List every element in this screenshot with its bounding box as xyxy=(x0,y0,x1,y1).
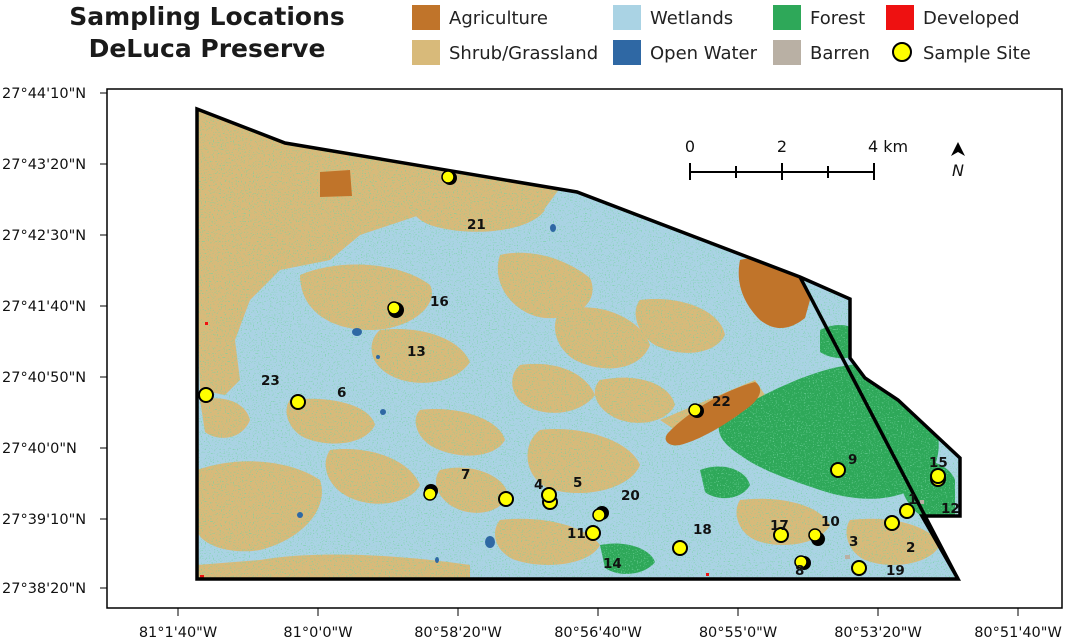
longitude-axis: 81°1'40"W 81°0'0"W 80°58'20"W 80°56'40"W… xyxy=(139,608,1062,641)
sample-site-marker xyxy=(441,170,457,185)
sample-site-marker xyxy=(592,506,609,522)
site-label: 18 xyxy=(693,522,712,538)
legend-label-sample-site: Sample Site xyxy=(923,43,1031,64)
legend-label-wetlands: Wetlands xyxy=(650,8,733,29)
sample-site-marker xyxy=(541,487,558,510)
lat-tick-label: 27°42'30"N xyxy=(2,228,86,244)
sample-site-marker xyxy=(773,527,789,543)
legend-label-agriculture: Agriculture xyxy=(449,8,548,29)
site-label: 22 xyxy=(712,394,731,410)
lat-tick-label: 27°40'50"N xyxy=(2,370,86,386)
sample-site-marker xyxy=(198,387,214,403)
site-label: 8 xyxy=(795,563,804,579)
site-label: 5 xyxy=(573,475,582,491)
legend-label-openwater: Open Water xyxy=(650,43,758,64)
legend: Agriculture Wetlands Forest Developed Sh… xyxy=(412,5,1031,65)
lat-tick-label: 27°38'20"N xyxy=(2,581,86,597)
latitude-axis: 27°44'10"N 27°43'20"N 27°42'30"N 27°41'4… xyxy=(2,86,107,597)
sample-site-marker xyxy=(498,491,514,507)
site-label: 7 xyxy=(461,467,470,483)
sample-site-marker xyxy=(794,555,811,570)
map-title-line2: DeLuca Preserve xyxy=(89,34,326,63)
lon-tick-label: 80°53'20"W xyxy=(834,625,922,641)
lon-tick-label: 81°0'0"W xyxy=(283,625,352,641)
legend-label-barren: Barren xyxy=(810,43,870,64)
site-label: 20 xyxy=(621,488,640,504)
lon-tick-label: 80°58'20"W xyxy=(414,625,502,641)
site-label: 11 xyxy=(567,526,586,542)
site-label: 2 xyxy=(906,540,915,556)
site-label: 12 xyxy=(941,501,960,517)
lon-tick-label: 80°56'40"W xyxy=(554,625,642,641)
open-water-areas xyxy=(297,224,556,563)
sample-site-marker xyxy=(884,515,900,531)
lat-tick-label: 27°44'10"N xyxy=(2,86,86,102)
site-label: 17 xyxy=(770,518,789,534)
scale-label-4km: 4 km xyxy=(868,137,908,156)
sample-site-marker xyxy=(930,468,946,487)
preserve-inner-boundary xyxy=(798,276,960,580)
legend-label-forest: Forest xyxy=(810,8,865,29)
sample-site-marker xyxy=(830,462,846,478)
site-label: 14 xyxy=(603,556,622,572)
legend-label-shrub: Shrub/Grassland xyxy=(449,43,598,64)
sample-site-marker xyxy=(688,403,704,418)
legend-swatch-wetlands xyxy=(613,5,641,30)
site-label: 23 xyxy=(261,373,280,389)
lon-tick-label: 80°51'40"W xyxy=(974,625,1062,641)
sample-site-marker xyxy=(899,503,915,519)
sample-site-marker xyxy=(387,301,404,318)
site-label: 1 xyxy=(908,492,917,508)
barren-areas xyxy=(845,500,924,559)
sample-site-labels: 1 2 3 4 5 6 7 8 9 10 11 12 13 14 15 16 1… xyxy=(261,217,960,579)
sample-site-marker xyxy=(808,528,825,546)
lon-tick-label: 81°1'40"W xyxy=(139,625,217,641)
lat-tick-label: 27°40'0"N xyxy=(2,441,77,457)
site-label: 16 xyxy=(430,294,449,310)
legend-swatch-forest xyxy=(773,5,801,30)
legend-swatch-agriculture xyxy=(412,5,440,30)
lat-tick-label: 27°41'40"N xyxy=(2,299,86,315)
site-label: 4 xyxy=(534,477,543,493)
site-label: 3 xyxy=(849,534,858,550)
legend-swatch-shrub xyxy=(412,40,440,65)
scale-bar: 0 2 4 km xyxy=(685,137,908,180)
legend-swatch-openwater xyxy=(613,40,641,65)
legend-label-developed: Developed xyxy=(923,8,1020,29)
legend-swatch-developed xyxy=(886,5,914,30)
scale-label-2: 2 xyxy=(777,137,787,156)
legend-swatch-barren xyxy=(773,40,801,65)
sample-site-marker xyxy=(290,394,306,410)
site-label: 6 xyxy=(337,385,346,401)
north-arrow-icon: N xyxy=(951,142,965,180)
lon-tick-label: 80°55'0"W xyxy=(699,625,777,641)
map-title-line1: Sampling Locations xyxy=(69,2,345,31)
sample-site-marker xyxy=(585,525,601,541)
scale-label-0: 0 xyxy=(685,137,695,156)
site-label: 9 xyxy=(848,452,857,468)
site-label: 19 xyxy=(886,563,905,579)
site-label: 13 xyxy=(407,344,426,360)
site-label: 15 xyxy=(929,455,948,471)
sample-site-marker xyxy=(851,560,867,576)
north-arrow-label: N xyxy=(952,161,964,180)
sample-site-marker xyxy=(423,484,438,501)
sample-sites xyxy=(198,170,946,576)
lat-tick-label: 27°39'10"N xyxy=(2,512,86,528)
site-label: 21 xyxy=(467,217,486,233)
legend-swatch-sample-site xyxy=(892,42,912,62)
site-label: 10 xyxy=(821,514,840,530)
sample-site-marker xyxy=(672,540,688,556)
lat-tick-label: 27°43'20"N xyxy=(2,157,86,173)
